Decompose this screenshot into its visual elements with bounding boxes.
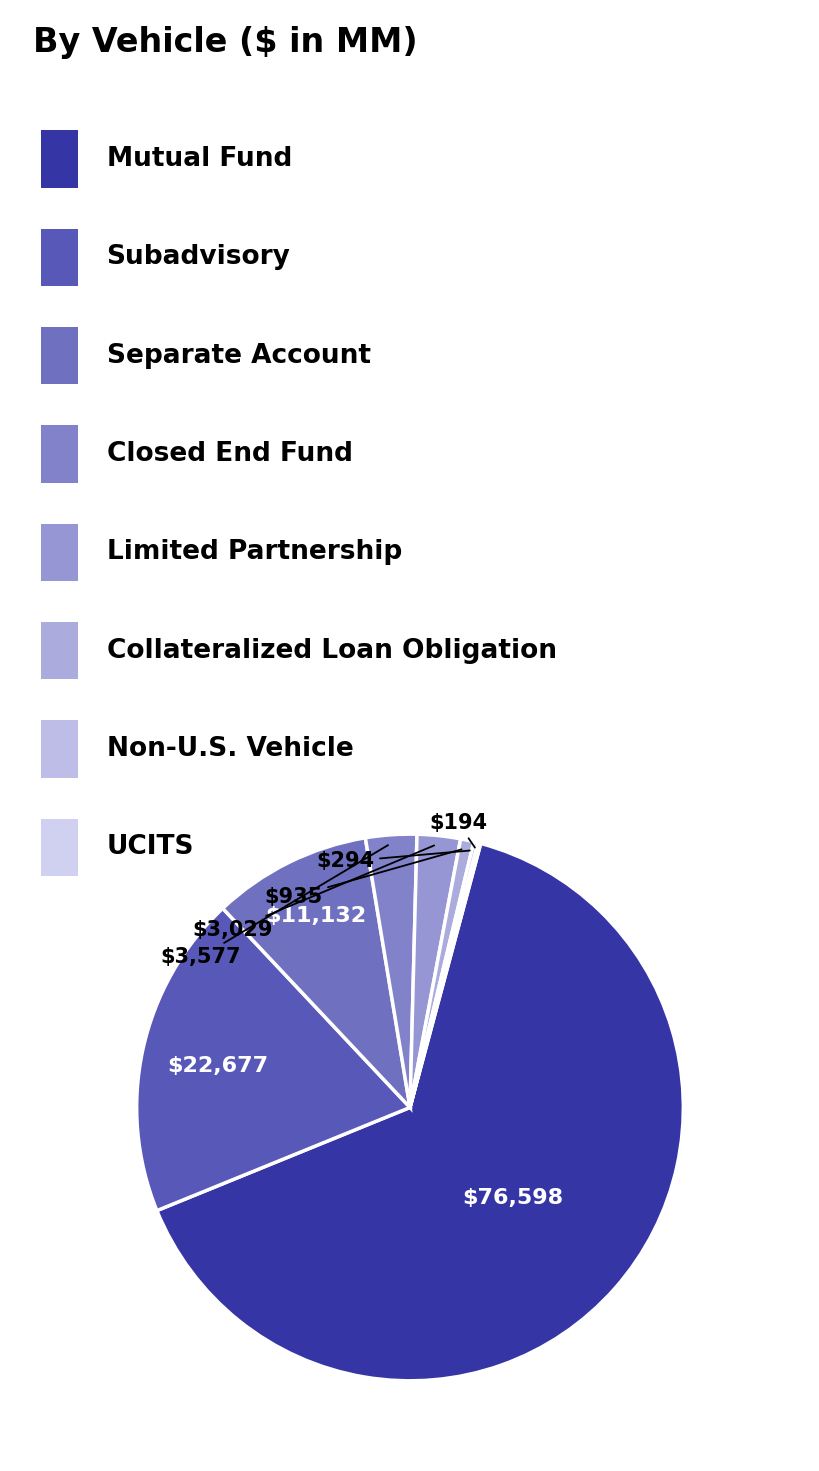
Text: $22,677: $22,677 <box>167 1056 268 1075</box>
Bar <box>41 425 78 482</box>
Wedge shape <box>223 838 410 1108</box>
Text: $3,577: $3,577 <box>160 846 387 966</box>
Text: Closed End Fund: Closed End Fund <box>106 441 352 466</box>
Wedge shape <box>410 841 477 1108</box>
Wedge shape <box>410 843 480 1108</box>
Bar <box>41 228 78 285</box>
Text: Subadvisory: Subadvisory <box>106 244 290 271</box>
Text: UCITS: UCITS <box>106 834 194 861</box>
Bar <box>41 721 78 778</box>
Bar <box>41 818 78 877</box>
Bar <box>41 622 78 680</box>
Text: $76,598: $76,598 <box>461 1189 563 1208</box>
Text: $294: $294 <box>316 850 469 871</box>
Wedge shape <box>156 843 682 1381</box>
Text: $3,029: $3,029 <box>192 846 434 940</box>
Bar <box>41 524 78 581</box>
Bar <box>41 129 78 188</box>
Text: $11,132: $11,132 <box>265 906 365 927</box>
Text: Collateralized Loan Obligation: Collateralized Loan Obligation <box>106 637 556 663</box>
Text: Limited Partnership: Limited Partnership <box>106 540 401 565</box>
Wedge shape <box>137 909 410 1211</box>
Text: $194: $194 <box>428 813 486 847</box>
Wedge shape <box>410 838 473 1108</box>
Text: Separate Account: Separate Account <box>106 343 370 369</box>
Text: Non-U.S. Vehicle: Non-U.S. Vehicle <box>106 736 353 762</box>
Wedge shape <box>365 834 417 1108</box>
Text: Mutual Fund: Mutual Fund <box>106 146 292 172</box>
Bar <box>41 327 78 384</box>
Wedge shape <box>410 834 460 1108</box>
Text: By Vehicle ($ in MM): By Vehicle ($ in MM) <box>33 26 417 59</box>
Text: $935: $935 <box>264 849 461 908</box>
